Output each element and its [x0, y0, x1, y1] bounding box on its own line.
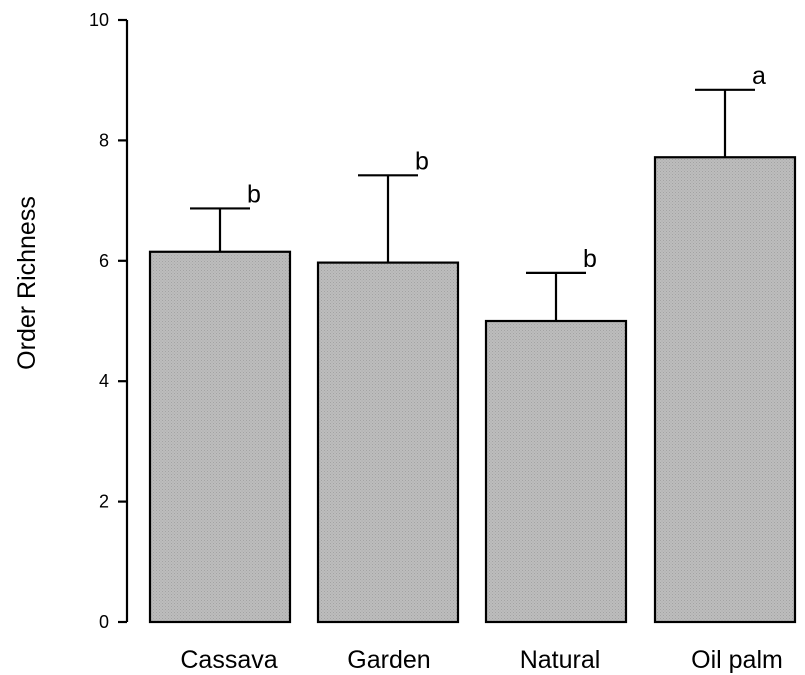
y-tick-label: 0 — [99, 612, 109, 632]
significance-labels-layer: b b b a — [247, 62, 766, 273]
y-tick-label: 8 — [99, 130, 109, 150]
significance-letter: b — [247, 180, 261, 208]
bar-natural — [484, 319, 628, 624]
x-category-label: Cassava — [180, 646, 277, 674]
y-tick-label: 6 — [99, 251, 109, 271]
bar-cassava — [148, 250, 292, 624]
x-category-label: Oil palm — [691, 646, 783, 674]
y-tick-label: 4 — [99, 371, 109, 391]
significance-letter: b — [415, 147, 429, 175]
y-ticks-layer: 0 2 4 6 8 10 — [89, 10, 127, 632]
x-category-label: Natural — [520, 646, 601, 674]
bar-oil-palm — [653, 156, 797, 624]
bar-garden — [316, 261, 460, 624]
y-tick-label: 10 — [89, 10, 109, 30]
y-tick-label: 2 — [99, 492, 109, 512]
x-labels-layer: Cassava Garden Natural Oil palm — [180, 646, 782, 674]
y-axis-title: Order Richness — [13, 196, 41, 370]
error-bars-layer — [190, 88, 755, 321]
significance-letter: b — [583, 245, 597, 273]
x-category-label: Garden — [347, 646, 430, 674]
bars-layer — [148, 156, 797, 624]
significance-letter: a — [752, 62, 766, 90]
